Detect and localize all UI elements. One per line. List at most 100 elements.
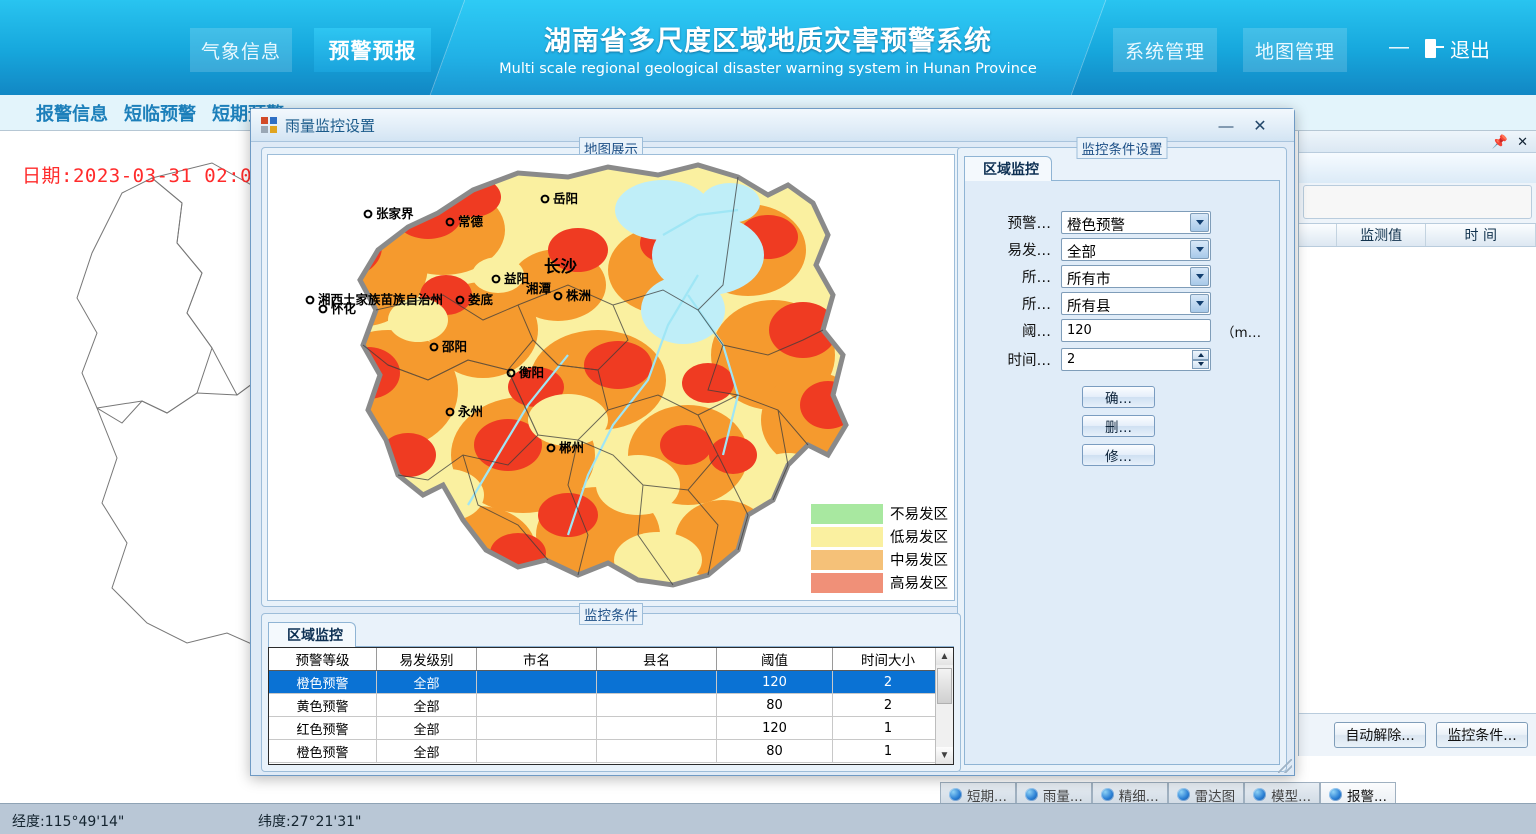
list-tabstrip: 区域监控 (268, 622, 954, 647)
table-row[interactable]: 橙色预警 全部 80 1 (269, 740, 953, 763)
right-panel-col-monitor-value: 监测值 (1337, 224, 1427, 246)
field-row-duration: 时间… 2 (965, 346, 1279, 373)
table-row[interactable]: 橙色预警 全部 120 2 (269, 671, 953, 694)
chevron-down-icon[interactable] (1190, 240, 1209, 259)
monitor-conditions-table[interactable]: 预警等级 易发级别 市名 县名 阈值 时间大小 橙色预警 全部 120 2 黄色… (268, 647, 954, 765)
app-window-icon (261, 117, 277, 133)
taskbar-item-rainfall[interactable]: 雨量... (1015, 782, 1092, 806)
auto-release-button[interactable]: 自动解除... (1334, 722, 1426, 748)
map-city-shaoyang: 邵阳 (429, 339, 467, 354)
select-susceptibility[interactable]: 全部 (1061, 238, 1211, 261)
exit-button-label: 退出 (1450, 37, 1490, 62)
cell-county-name (597, 671, 717, 693)
svg-text:郴州: 郴州 (559, 440, 584, 455)
page-subtitle: Multi scale regional geological disaster… (499, 60, 1037, 77)
taskbar-item-alarm[interactable]: 报警... (1320, 782, 1396, 806)
svg-text:湘西土家族苗族自治州: 湘西土家族苗族自治州 (318, 292, 443, 307)
nav-tab-weather-info[interactable]: 气象信息 (190, 28, 292, 72)
delete-button[interactable]: 删… (1082, 415, 1155, 437)
spinner-up-icon[interactable] (1192, 350, 1209, 360)
cell-warning-level: 橙色预警 (269, 671, 377, 693)
cell-city-name (477, 717, 597, 739)
th-susceptibility: 易发级别 (377, 648, 477, 670)
scroll-up-icon[interactable]: ▲ (936, 648, 953, 665)
taskbar-item-fine-grid[interactable]: 精细... (1091, 782, 1168, 806)
nav-tab-system-management[interactable]: 系统管理 (1113, 28, 1217, 72)
cell-threshold: 80 (717, 740, 833, 762)
hazard-susceptibility-map[interactable]: 张家界 常德 岳阳 益阳 (267, 154, 955, 601)
map-city-yiyang: 益阳 (491, 271, 529, 286)
scrollbar-thumb[interactable] (937, 668, 952, 704)
select-city[interactable]: 所有市 (1061, 265, 1211, 288)
taskbar-item-model[interactable]: 模型... (1244, 782, 1320, 806)
taskbar-item-short-term[interactable]: 短期... (940, 782, 1016, 806)
select-county-value: 所有县 (1067, 299, 1111, 315)
chevron-down-icon[interactable] (1190, 267, 1209, 286)
pin-icon[interactable]: 📌 (1491, 134, 1509, 149)
right-panel-toolstrip (1299, 153, 1536, 183)
taskbar-item-label: 模型... (1271, 788, 1311, 805)
modify-button[interactable]: 修… (1082, 444, 1155, 466)
select-city-value: 所有市 (1067, 272, 1111, 288)
taskbar-item-label: 报警... (1347, 788, 1387, 805)
monitor-settings-group: 监控条件设置 区域监控 预警… 橙色预警 易发… 全部 (957, 137, 1287, 772)
window-minimize-button[interactable]: — (1389, 36, 1409, 58)
table-row[interactable]: 红色预警 全部 120 1 (269, 717, 953, 740)
cell-city-name (477, 671, 597, 693)
taskbar-item-label: 雷达图 (1194, 788, 1236, 805)
input-threshold-value: 120 (1067, 323, 1092, 338)
chevron-down-icon[interactable] (1190, 294, 1209, 313)
close-icon[interactable]: ✕ (1517, 134, 1528, 149)
right-panel-grid-body[interactable] (1299, 247, 1536, 714)
page-title: 湖南省多尺度区域地质灾害预警系统 (544, 25, 992, 57)
longitude-readout: 经度:115°49'14" (12, 814, 125, 830)
cell-county-name (597, 717, 717, 739)
rainfall-monitor-settings-dialog: 雨量监控设置 — ✕ 地图展示 (250, 108, 1295, 776)
cell-susceptibility: 全部 (377, 740, 477, 762)
duration-spinner[interactable] (1192, 350, 1209, 369)
dialog-resize-grip[interactable] (1278, 759, 1292, 773)
dialog-minimize-button[interactable]: — (1218, 117, 1234, 135)
cell-city-name (477, 694, 597, 716)
app-header: 湖南省多尺度区域地质灾害预警系统 Multi scale regional ge… (0, 0, 1536, 95)
svg-text:湘潭: 湘潭 (526, 281, 552, 296)
scroll-down-icon[interactable]: ▼ (936, 747, 953, 764)
th-threshold: 阈值 (717, 648, 833, 670)
map-city-huaihua: 怀化 (318, 301, 357, 316)
legend-item: 高易发区 (810, 571, 948, 594)
confirm-button[interactable]: 确… (1082, 386, 1155, 408)
monitor-conditions-button[interactable]: 监控条件... (1436, 722, 1528, 748)
right-panel-filter-box[interactable] (1303, 185, 1532, 219)
spinner-down-icon[interactable] (1192, 359, 1209, 369)
subnav-item-alarm-info[interactable]: 报警信息 (36, 103, 108, 125)
right-panel-footer: 自动解除... 监控条件... (1299, 714, 1536, 756)
map-city-changsha: 长沙 (544, 256, 578, 276)
input-duration[interactable]: 2 (1061, 348, 1211, 371)
exit-button[interactable]: 退出 (1425, 30, 1490, 66)
input-threshold[interactable]: 120 (1061, 319, 1211, 342)
th-warning-level: 预警等级 (269, 648, 377, 670)
dialog-close-button[interactable]: ✕ (1253, 118, 1267, 135)
tab-regional-monitoring-list[interactable]: 区域监控 (268, 622, 356, 647)
nav-tab-warning-forecast[interactable]: 预警预报 (314, 28, 431, 72)
chevron-down-icon[interactable] (1190, 213, 1209, 232)
exit-door-icon (1425, 38, 1444, 58)
legend-label-high: 高易发区 (890, 576, 948, 592)
table-row[interactable]: 黄色预警 全部 80 2 (269, 694, 953, 717)
globe-icon (949, 788, 962, 801)
table-vertical-scrollbar[interactable]: ▲ ▼ (935, 648, 953, 764)
label-duration: 时间… (1007, 353, 1052, 369)
settings-tab-panel: 预警… 橙色预警 易发… 全部 所… 所有市 (964, 181, 1280, 765)
nav-tab-map-management[interactable]: 地图管理 (1243, 28, 1347, 72)
subnav-item-short-imminent-warning[interactable]: 短临预警 (124, 103, 196, 125)
dialog-titlebar[interactable]: 雨量监控设置 — ✕ (251, 109, 1294, 142)
tab-regional-monitoring[interactable]: 区域监控 (964, 156, 1052, 181)
svg-text:娄底: 娄底 (468, 292, 494, 307)
list-tabstrip-rest (268, 622, 954, 647)
select-warning-level[interactable]: 橙色预警 (1061, 211, 1211, 234)
taskbar-item-radar-map[interactable]: 雷达图 (1167, 782, 1245, 806)
latitude-readout: 纬度:27°21'31" (258, 814, 362, 830)
right-panel-titlebar: 📌 ✕ (1299, 131, 1536, 153)
select-county[interactable]: 所有县 (1061, 292, 1211, 315)
th-duration: 时间大小 (833, 648, 944, 670)
